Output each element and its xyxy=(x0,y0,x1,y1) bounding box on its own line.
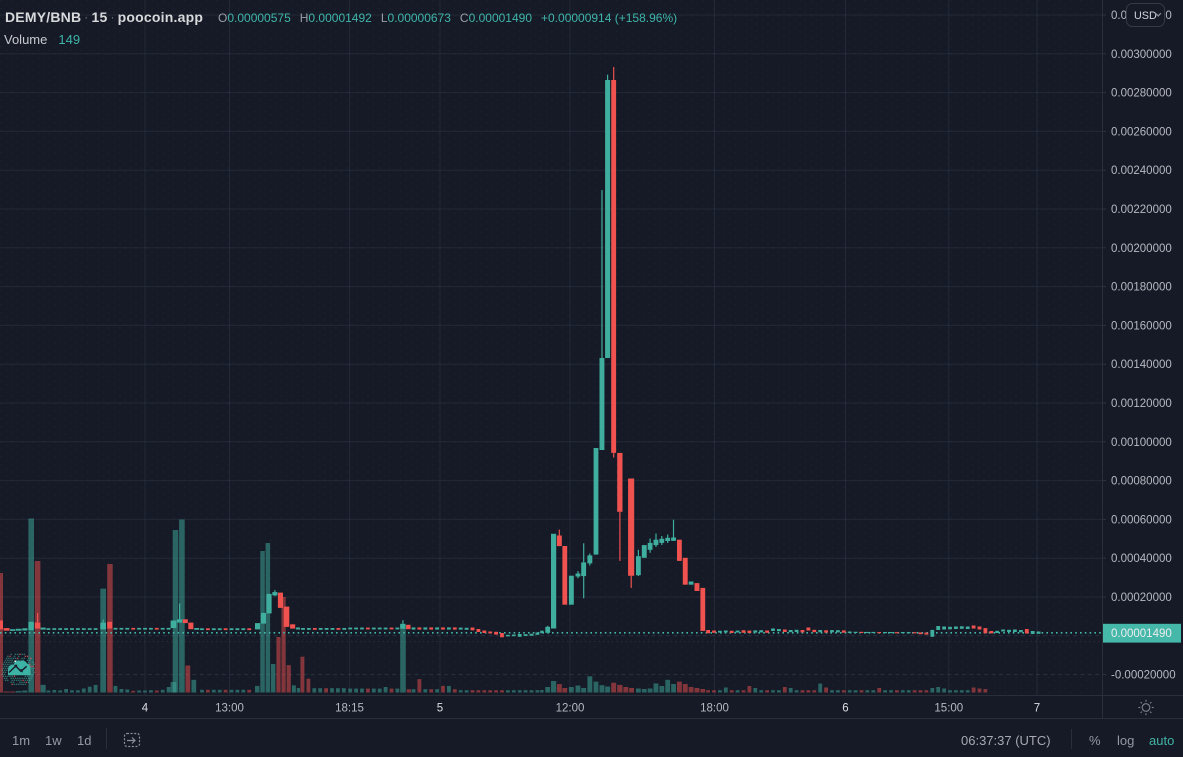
svg-text:0.00100000: 0.00100000 xyxy=(1111,437,1172,449)
svg-text:18:00: 18:00 xyxy=(700,703,729,715)
svg-text:0.00120000: 0.00120000 xyxy=(1111,398,1172,410)
svg-text:15:00: 15:00 xyxy=(934,703,963,715)
svg-text:12:00: 12:00 xyxy=(556,703,585,715)
svg-text:5: 5 xyxy=(437,703,443,715)
svg-text:0.00180000: 0.00180000 xyxy=(1111,282,1172,294)
svg-text:0.00001490: 0.00001490 xyxy=(1111,628,1172,640)
svg-text:USD: USD xyxy=(1134,10,1157,22)
svg-text:0.00140000: 0.00140000 xyxy=(1111,359,1172,371)
svg-text:0.00080000: 0.00080000 xyxy=(1111,476,1172,488)
svg-text:0.00220000: 0.00220000 xyxy=(1111,204,1172,216)
svg-text:18:15: 18:15 xyxy=(335,703,364,715)
svg-text:6: 6 xyxy=(842,703,848,715)
svg-text:7: 7 xyxy=(1034,703,1040,715)
svg-text:0.00020000: 0.00020000 xyxy=(1111,592,1172,604)
svg-text:0.00160000: 0.00160000 xyxy=(1111,320,1172,332)
svg-text:0.00280000: 0.00280000 xyxy=(1111,88,1172,100)
svg-text:-0.00020000: -0.00020000 xyxy=(1111,670,1176,682)
svg-text:0.00260000: 0.00260000 xyxy=(1111,126,1172,138)
svg-text:0.00240000: 0.00240000 xyxy=(1111,165,1172,177)
svg-text:4: 4 xyxy=(142,703,149,715)
svg-text:0.00200000: 0.00200000 xyxy=(1111,243,1172,255)
svg-text:0.00060000: 0.00060000 xyxy=(1111,514,1172,526)
svg-text:0.00040000: 0.00040000 xyxy=(1111,553,1172,565)
svg-text:0.00300000: 0.00300000 xyxy=(1111,49,1172,61)
svg-text:13:00: 13:00 xyxy=(215,703,244,715)
